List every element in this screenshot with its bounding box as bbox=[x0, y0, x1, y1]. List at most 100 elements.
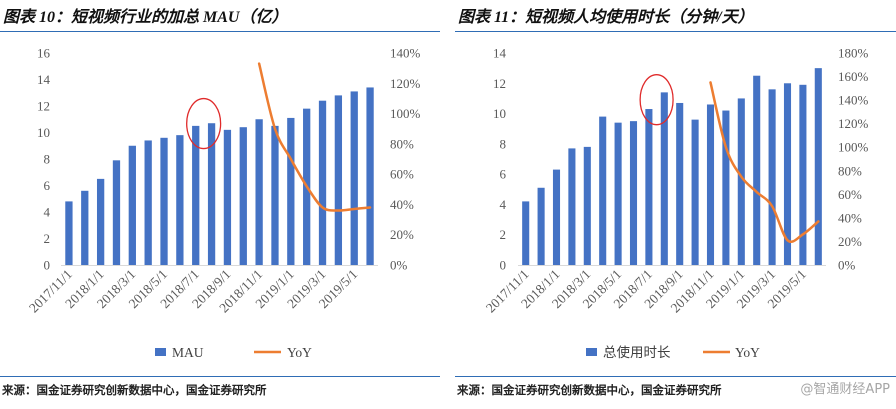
y2-axis-tick-label: 120% bbox=[390, 76, 421, 91]
bar bbox=[799, 84, 807, 265]
bar bbox=[350, 91, 358, 265]
title-divider bbox=[455, 31, 896, 32]
y2-tick-unit: % bbox=[851, 234, 862, 249]
bar bbox=[783, 83, 792, 266]
y2-tick-value: 0 bbox=[390, 258, 397, 273]
usage-time-chart: 024681012140%20%40%60%80%100%120%140%160… bbox=[483, 46, 869, 361]
y2-axis-tick-label: 140% bbox=[838, 93, 869, 108]
y2-tick-value: 80 bbox=[838, 163, 851, 178]
y2-tick-value: 60 bbox=[838, 187, 851, 202]
bar bbox=[255, 119, 263, 265]
bar bbox=[691, 119, 699, 265]
bar bbox=[223, 129, 232, 265]
y2-axis-tick-label: 20% bbox=[838, 234, 862, 249]
y-axis-tick-label: 2 bbox=[44, 231, 51, 246]
y-axis-tick-label: 8 bbox=[500, 136, 507, 151]
y2-axis-tick-label: 20% bbox=[390, 227, 414, 242]
y-axis-tick-label: 6 bbox=[500, 167, 507, 182]
bar bbox=[814, 68, 822, 265]
y-axis-tick-label: 12 bbox=[493, 76, 506, 91]
bar bbox=[334, 95, 343, 266]
bar bbox=[706, 104, 715, 265]
y2-tick-unit: % bbox=[410, 106, 421, 121]
y2-tick-unit: % bbox=[403, 167, 414, 182]
bar bbox=[271, 125, 279, 265]
y-axis-tick-label: 14 bbox=[37, 72, 51, 87]
bar bbox=[128, 145, 136, 265]
y2-axis-tick-label: 80% bbox=[838, 163, 862, 178]
y2-tick-unit: % bbox=[851, 210, 862, 225]
y2-axis-tick-label: 140% bbox=[390, 46, 421, 61]
y2-tick-value: 100 bbox=[390, 106, 410, 121]
legend-label: MAU bbox=[172, 345, 204, 360]
y2-axis-tick-label: 40% bbox=[838, 210, 862, 225]
bar bbox=[522, 201, 530, 265]
yoy-line bbox=[709, 81, 820, 244]
bar bbox=[239, 127, 247, 265]
source-divider bbox=[455, 376, 896, 377]
y-axis-tick-label: 4 bbox=[44, 205, 51, 220]
yoy-line bbox=[257, 62, 372, 212]
y2-tick-value: 0 bbox=[838, 258, 845, 273]
source-note: 来源：国金证券研究创新数据中心，国金证券研究所 bbox=[457, 383, 722, 397]
bar bbox=[176, 135, 184, 265]
y2-axis-tick-label: 100% bbox=[838, 140, 869, 155]
figure-10-panel: 图表 10：短视频行业的加总 MAU（亿） 0 2 4 6 8 10 12 14 16 0% 20%… bbox=[0, 0, 440, 409]
legend-swatch-bar bbox=[586, 348, 597, 356]
y2-tick-unit: % bbox=[858, 46, 869, 61]
bar bbox=[645, 109, 653, 266]
title-divider bbox=[0, 31, 440, 32]
highlight-circle bbox=[186, 97, 222, 150]
y2-tick-unit: % bbox=[403, 197, 414, 212]
bar bbox=[629, 121, 638, 266]
bar bbox=[599, 116, 607, 265]
bar bbox=[552, 169, 561, 265]
y2-axis-tick-label: 60% bbox=[390, 167, 414, 182]
y-axis-tick-label: 2 bbox=[500, 227, 507, 242]
figure-title: 图表 10：短视频行业的加总 MAU（亿） bbox=[3, 9, 288, 26]
bar bbox=[318, 100, 327, 265]
bar bbox=[676, 102, 684, 265]
bar bbox=[287, 117, 295, 265]
x-axis-tick-label: 2017/11/1 bbox=[26, 267, 75, 316]
y2-tick-unit: % bbox=[845, 258, 856, 273]
bar bbox=[65, 201, 73, 265]
y2-axis-tick-label: 0% bbox=[390, 258, 408, 273]
y2-tick-unit: % bbox=[410, 76, 421, 91]
y2-tick-unit: % bbox=[858, 116, 869, 131]
y2-axis-tick-label: 180% bbox=[838, 46, 869, 61]
bar bbox=[722, 110, 730, 266]
y2-tick-value: 120 bbox=[390, 76, 410, 91]
y2-tick-unit: % bbox=[403, 136, 414, 151]
y2-tick-value: 80 bbox=[390, 136, 403, 151]
bar bbox=[753, 75, 761, 265]
y2-axis-tick-label: 80% bbox=[390, 136, 414, 151]
bar bbox=[614, 122, 622, 266]
bar bbox=[160, 137, 168, 265]
y-axis-tick-label: 10 bbox=[37, 125, 50, 140]
y2-tick-value: 20 bbox=[838, 234, 851, 249]
mau-chart: 02468101214160%20%40%60%80%100%120%140%2… bbox=[26, 46, 421, 361]
watermark: @智通财经APP bbox=[800, 382, 890, 397]
bar bbox=[537, 187, 545, 265]
y-axis-tick-label: 0 bbox=[44, 258, 51, 273]
y-axis-tick-label: 8 bbox=[44, 152, 51, 167]
y-axis-tick-label: 16 bbox=[37, 46, 51, 61]
legend-label: YoY bbox=[287, 345, 312, 360]
y2-tick-value: 140 bbox=[390, 46, 410, 61]
bar bbox=[366, 87, 374, 265]
y2-tick-value: 180 bbox=[838, 46, 858, 61]
y2-tick-unit: % bbox=[403, 227, 414, 242]
y2-axis-tick-label: 100% bbox=[390, 106, 421, 121]
bar bbox=[112, 160, 121, 265]
y-axis-tick-label: 12 bbox=[37, 99, 50, 114]
bar bbox=[96, 178, 105, 265]
y2-tick-value: 20 bbox=[390, 227, 403, 242]
y2-tick-value: 120 bbox=[838, 116, 858, 131]
y-axis-tick-label: 10 bbox=[493, 106, 506, 121]
y2-tick-unit: % bbox=[858, 93, 869, 108]
y2-tick-unit: % bbox=[851, 163, 862, 178]
bar bbox=[768, 89, 776, 265]
y2-axis-tick-label: 60% bbox=[838, 187, 862, 202]
y2-tick-value: 40 bbox=[390, 197, 403, 212]
